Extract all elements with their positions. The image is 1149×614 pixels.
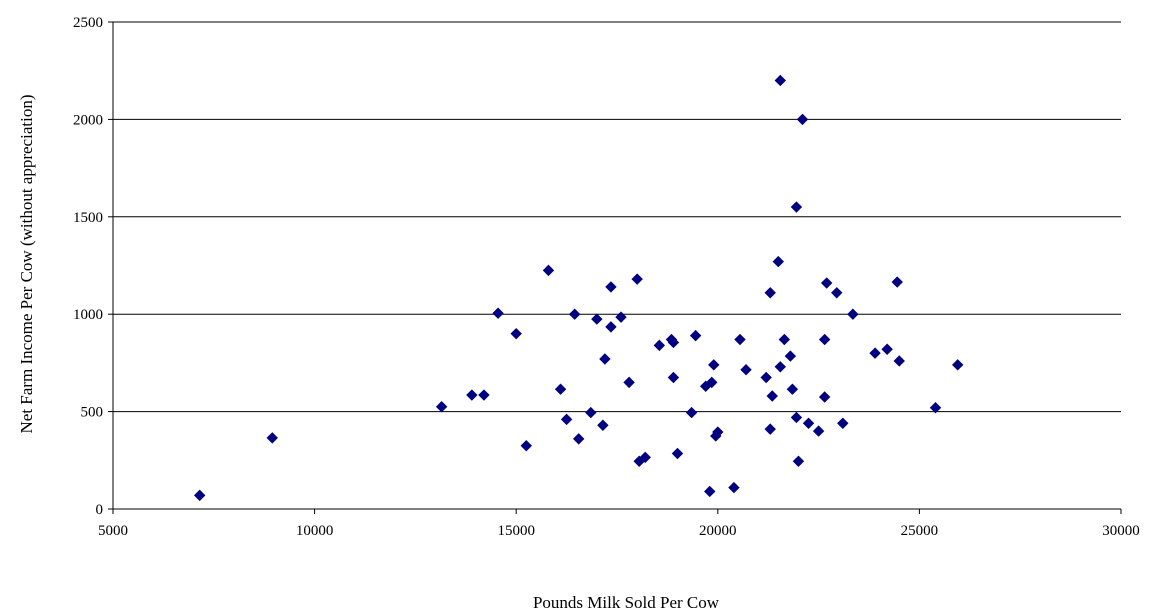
- data-point: [802, 417, 815, 429]
- y-tick-label: 2500: [73, 15, 103, 31]
- x-tick-label: 25000: [901, 523, 939, 539]
- data-point: [623, 376, 635, 389]
- data-point: [492, 307, 504, 319]
- tick-labels: 0 500 1000 1500 2000 2500 5000 10000 15000 20000 2…: [73, 15, 1140, 539]
- y-tick-label: 500: [81, 405, 104, 421]
- data-point: [820, 277, 833, 289]
- x-tick-label: 15000: [497, 523, 535, 539]
- y-axis-title: Net Farm Income Per Cow (without appreci…: [17, 95, 36, 434]
- data-point: [706, 376, 718, 389]
- data-point: [818, 333, 831, 346]
- data-point: [772, 255, 784, 268]
- data-point: [774, 361, 787, 373]
- data-point: [520, 439, 532, 452]
- data-point: [728, 481, 740, 494]
- data-point: [712, 426, 724, 438]
- data-point: [568, 308, 581, 320]
- data-point: [764, 423, 776, 435]
- data-point: [510, 327, 522, 340]
- data-point: [597, 419, 609, 431]
- data-point: [478, 389, 490, 401]
- data-point: [818, 391, 831, 403]
- data-point: [778, 333, 791, 346]
- data-point: [869, 347, 881, 359]
- data-point: [631, 273, 643, 285]
- data-point: [831, 287, 843, 299]
- data-point: [790, 201, 803, 213]
- data-points: [193, 74, 964, 502]
- data-point: [653, 339, 666, 352]
- data-point: [760, 371, 772, 384]
- data-point: [554, 383, 567, 395]
- x-axis-title: Pounds Milk Sold Per Cow: [533, 593, 720, 612]
- data-point: [881, 343, 893, 355]
- data-point: [685, 406, 698, 419]
- data-point: [891, 276, 903, 288]
- data-point: [734, 333, 746, 346]
- data-point: [591, 313, 603, 325]
- data-point: [929, 401, 942, 414]
- data-point: [639, 451, 651, 464]
- y-tick-label: 1500: [73, 210, 103, 226]
- x-tick-label: 5000: [98, 523, 128, 539]
- data-point: [704, 485, 716, 498]
- y-tick-label: 2000: [73, 112, 103, 128]
- y-tick-label: 0: [96, 502, 104, 518]
- data-point: [435, 401, 448, 413]
- data-point: [667, 336, 680, 349]
- data-point: [605, 321, 617, 333]
- data-point: [796, 113, 809, 126]
- data-point: [193, 489, 206, 502]
- data-point: [790, 411, 803, 424]
- data-point: [847, 308, 859, 320]
- axes: [108, 21, 1122, 514]
- data-point: [671, 447, 684, 460]
- x-tick-label: 10000: [296, 523, 334, 539]
- data-point: [542, 264, 555, 277]
- data-point: [837, 417, 849, 429]
- data-point: [466, 389, 478, 401]
- data-point: [792, 455, 805, 467]
- data-point: [605, 281, 617, 293]
- data-point: [766, 390, 778, 402]
- data-point: [764, 287, 776, 299]
- data-point: [708, 359, 720, 371]
- data-point: [774, 74, 787, 87]
- x-tick-label: 20000: [699, 523, 737, 539]
- data-point: [786, 383, 799, 395]
- data-point: [599, 353, 611, 365]
- data-point: [689, 329, 702, 342]
- data-point: [740, 364, 752, 376]
- y-tick-label: 1000: [73, 307, 103, 323]
- data-point: [572, 433, 585, 445]
- data-point: [266, 432, 278, 444]
- gridlines: [113, 21, 1121, 413]
- data-point: [951, 359, 964, 371]
- data-point: [784, 350, 797, 362]
- data-point: [560, 413, 573, 426]
- data-point: [893, 355, 905, 367]
- data-point: [615, 311, 627, 323]
- data-point: [812, 425, 825, 437]
- x-tick-label: 30000: [1102, 523, 1140, 539]
- data-point: [585, 406, 597, 419]
- data-point: [667, 371, 680, 384]
